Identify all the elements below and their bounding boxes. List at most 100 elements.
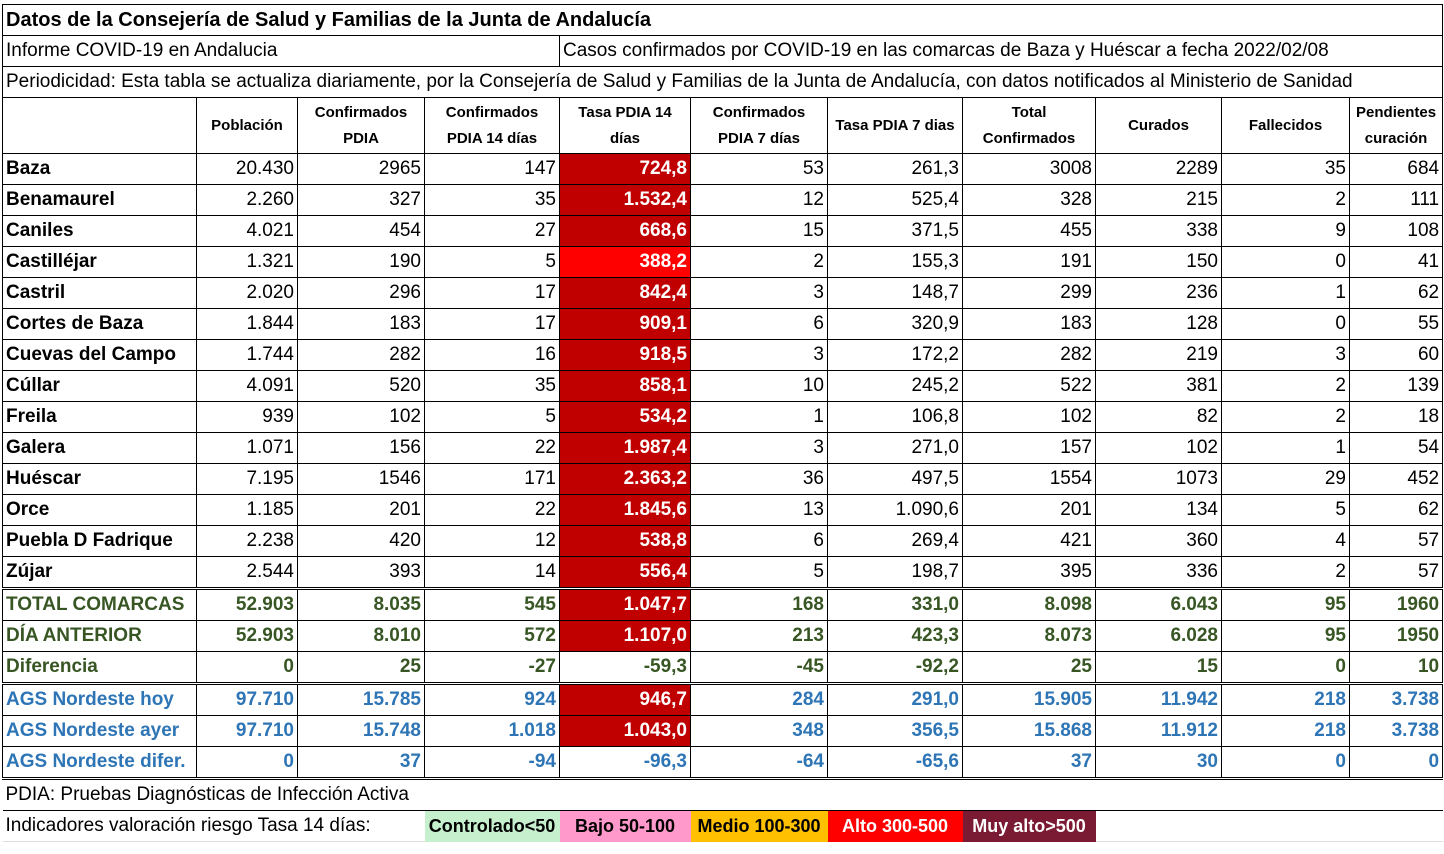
cell: 201 [297,494,425,526]
cell: 183 [297,308,425,340]
cell: 0 [1221,246,1350,278]
cell: 8.035 [297,587,425,621]
cell: 2 [1221,556,1350,589]
cell: 82 [1095,401,1222,433]
row-label: Cúllar [2,370,197,402]
cell: 1.107,0 [559,620,691,652]
row-label: Cuevas del Campo [2,339,197,371]
row-label: AGS Nordeste hoy [2,682,197,716]
cell: 271,0 [827,432,963,464]
cell: 3 [690,339,828,371]
cell: 3.738 [1348,682,1444,716]
cell: -27 [424,651,560,684]
cell: 296 [297,277,425,309]
cell: 299 [962,277,1096,309]
cell: 62 [1348,494,1444,526]
legend-label: Indicadores valoración riesgo Tasa 14 dí… [2,810,425,842]
cell: 0 [1221,746,1350,779]
cell: 35 [424,370,560,402]
row-label: Zújar [2,556,197,589]
cell: 393 [297,556,425,589]
table-row: Baza 20.430 2965 147 724,8 53 261,3 3008 2289 35 6… [2,153,1444,185]
cell: 1 [1221,432,1350,464]
cell: 10 [690,370,828,402]
cell: 269,4 [827,525,963,557]
cell: 1.532,4 [559,184,691,216]
header-cell: Tasa PDIA 14 días [559,97,691,154]
legend-item: Muy alto>500 [962,810,1096,842]
cell: 5 [424,246,560,278]
cell: 15.748 [297,715,425,747]
table-row: Castril 2.020 296 17 842,4 3 148,7 299 236 1 62 [2,277,1444,309]
cell: -94 [424,746,560,779]
cell: 14 [424,556,560,589]
cell: 36 [690,463,828,495]
cell: 57 [1348,525,1444,557]
row-label: Freila [2,401,197,433]
cell: 423,3 [827,620,963,652]
header-cell: Tasa PDIA 7 dias [827,97,963,154]
row-label: Diferencia [2,651,197,684]
title-row: Datos de la Consejería de Salud y Famili… [1,4,1444,36]
cell: 147 [424,153,560,185]
cell: 360 [1095,525,1222,557]
cell: 108 [1348,215,1444,247]
cell: -96,3 [559,746,691,779]
cell: 5 [690,556,828,589]
cell: 336 [1095,556,1222,589]
cell: 356,5 [827,715,963,747]
cell: 128 [1095,308,1222,340]
cell: 148,7 [827,277,963,309]
cell: 27 [424,215,560,247]
cell: -59,3 [559,651,691,684]
cell: 35 [424,184,560,216]
table-row: Caniles 4.021 454 27 668,6 15 371,5 455 338 9 108 [2,215,1444,247]
row-label: Castilléjar [2,246,197,278]
cell: 22 [424,494,560,526]
cell: 11.942 [1095,682,1222,716]
cell: 3.738 [1348,715,1444,747]
cell: 15.785 [297,682,425,716]
cell: 454 [297,215,425,247]
cell: 946,7 [559,682,691,716]
cell: -45 [690,651,828,684]
cell: 3008 [962,153,1096,185]
table-row: AGS Nordeste hoy 97.710 15.785 924 946,7 284 2… [2,682,1444,716]
info-right: Casos confirmados por COVID-19 en las co… [558,35,1444,67]
row-label: Huéscar [2,463,197,495]
cell: 35 [1221,153,1350,185]
cell: 2 [690,246,828,278]
cell: 95 [1221,620,1350,652]
cell: 134 [1095,494,1222,526]
table-row: Diferencia 0 25 -27 -59,3 -45 -92,2 25 15 0 10 [2,651,1444,684]
cell: 10 [1348,651,1444,684]
periodicity: Periodicidad: Esta tabla se actualiza di… [1,66,1444,98]
cell: 60 [1348,339,1444,371]
cell: 15 [1095,651,1222,684]
row-label: Baza [2,153,197,185]
table-row: Benamaurel 2.260 327 35 1.532,4 12 525,4 328 215… [2,184,1444,216]
row-label: DÍA ANTERIOR [2,620,197,652]
table-row: Freila 939 102 5 534,2 1 106,8 102 82 2 18 [2,401,1444,433]
table-row: Puebla D Fadrique 2.238 420 12 538,8 6 269,4 42… [2,525,1444,557]
table-row: Galera 1.071 156 22 1.987,4 3 271,0 157 102 1 54 [2,432,1444,464]
cell: 261,3 [827,153,963,185]
cell: 1960 [1348,587,1444,621]
cell: -65,6 [827,746,963,779]
cell: 420 [297,525,425,557]
cell: 41 [1348,246,1444,278]
cell: 455 [962,215,1096,247]
cell: 538,8 [559,525,691,557]
cell: 4 [1221,525,1350,557]
cell: 556,4 [559,556,691,589]
table-row: Huéscar 7.195 1546 171 2.363,2 36 497,5 1554 107… [2,463,1444,495]
cell: 452 [1348,463,1444,495]
header-cell: Total Confirmados [962,97,1096,154]
cell: 545 [424,587,560,621]
cell: 1.321 [196,246,298,278]
cell: 2 [1221,401,1350,433]
cell: 150 [1095,246,1222,278]
cell: 1950 [1348,620,1444,652]
row-label: AGS Nordeste ayer [2,715,197,747]
cell: 9 [1221,215,1350,247]
